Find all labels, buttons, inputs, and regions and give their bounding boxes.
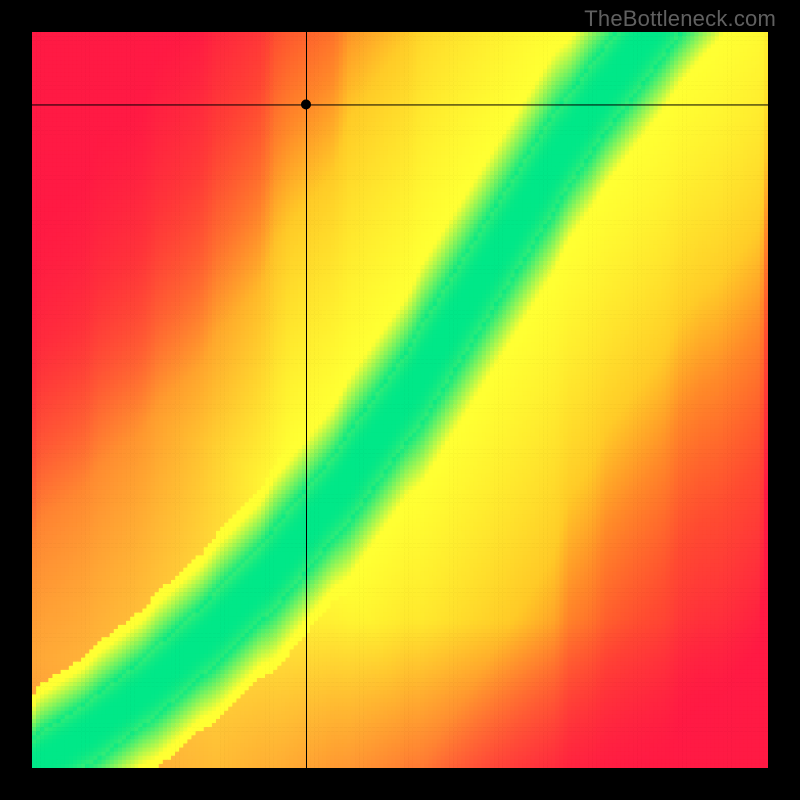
chart-container: TheBottleneck.com xyxy=(0,0,800,800)
heatmap-canvas xyxy=(0,0,800,800)
watermark-text: TheBottleneck.com xyxy=(584,6,776,32)
